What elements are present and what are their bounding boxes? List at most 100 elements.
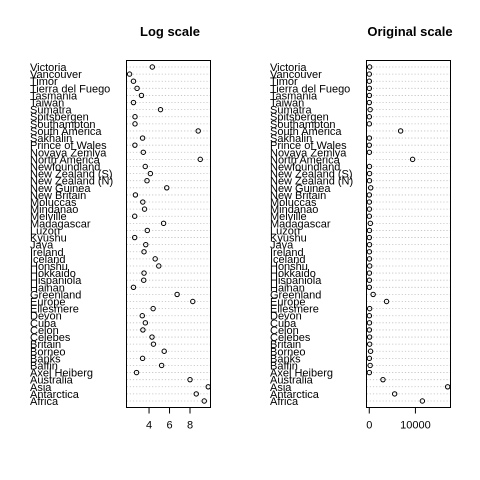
data-point [366,284,373,290]
data-point [366,277,373,283]
category-label: Moluccas [270,197,317,209]
category-label: Hainan [30,282,65,294]
data-point [367,185,374,191]
data-point [147,170,154,177]
data-point [139,355,146,362]
data-point [152,256,158,262]
category-label: Novaya Zemlya [270,147,347,159]
data-point [142,163,148,170]
category-label: Taiwan [270,98,304,110]
data-point [367,348,374,354]
data-point [131,234,138,241]
category-label: Borneo [30,346,65,358]
data-point [141,277,147,283]
data-point [141,206,148,212]
data-point [366,320,373,326]
category-label: Greenland [30,289,81,301]
category-label: Newfoundland [30,161,100,173]
data-point [139,135,146,141]
data-point [193,391,199,397]
original-scale-panel: Original scale AfricaAntarcticaAsiaAustr… [270,24,453,432]
data-point [157,106,164,113]
category-label: Moluccas [30,197,77,209]
category-label: Sumatra [30,105,72,117]
category-label: Sakhalin [270,133,312,145]
category-label: Newfoundland [270,161,340,173]
category-label: Iceland [30,254,65,266]
data-point [366,85,373,92]
category-label: Hispaniola [30,275,82,287]
category-label: Prince of Wales [30,140,107,152]
category-label: Vancouver [30,69,82,81]
category-label: Tierra del Fuego [30,83,110,95]
data-point [161,348,167,354]
category-label: Ellesmere [270,304,319,316]
data-point [366,135,373,141]
category-label: Prince of Wales [270,140,347,152]
data-point [160,220,167,227]
data-point [366,99,373,106]
data-point [140,149,147,155]
data-point [149,64,156,70]
data-point [391,391,398,397]
category-label: Baffin [270,360,298,372]
category-label: Madagascar [30,218,91,230]
category-label: Australia [30,375,74,387]
category-label: Sakhalin [30,133,72,145]
category-label: Australia [270,375,314,387]
category-label: Java [270,240,294,252]
category-label: Asia [270,382,292,394]
category-label: Hokkaido [30,268,76,280]
data-point [141,270,147,276]
category-label: Spitsbergen [270,112,329,124]
category-label: Britain [30,339,61,351]
data-point [366,114,373,120]
data-point [150,341,157,347]
data-point [367,362,373,369]
data-point [205,384,211,390]
data-point [366,241,373,248]
x-tick-label: 10000 [400,420,431,432]
x-tick-label: 4 [146,420,152,432]
category-label: Celon [30,325,59,337]
data-point [130,99,137,106]
category-label: New Guinea [30,183,91,195]
category-label: New Zealand (S) [30,169,113,181]
data-point [366,199,373,205]
data-point [126,71,133,77]
category-label: Britain [270,339,301,351]
data-point [367,220,374,227]
category-label: New Zealand (N) [270,176,353,188]
data-point [444,384,451,390]
data-point [201,398,207,404]
data-point [138,92,145,99]
data-point [366,192,373,198]
data-point [143,241,149,248]
data-point [366,178,373,184]
category-label: Honshu [30,261,68,273]
data-point [134,85,140,92]
data-point [366,121,373,127]
data-point [187,376,193,383]
data-point [132,192,139,198]
data-point [197,156,203,163]
category-label: Java [30,240,54,252]
category-label: Europe [270,297,305,309]
x-axis: 0 10000 [366,407,431,432]
category-label: Antarctica [270,389,320,401]
data-point [149,334,155,340]
data-point [158,362,165,369]
data-point [366,213,373,219]
data-points [366,64,451,404]
category-label: Melville [30,211,67,223]
category-label: Ellesmere [30,304,79,316]
x-axis: 4 6 8 [146,407,193,432]
category-label: Baffin [30,360,58,372]
category-label: Celebes [30,332,71,344]
data-point [130,284,137,290]
category-label: New Britain [270,190,326,202]
data-point [366,256,373,262]
data-point [366,305,373,312]
data-point [130,78,137,84]
